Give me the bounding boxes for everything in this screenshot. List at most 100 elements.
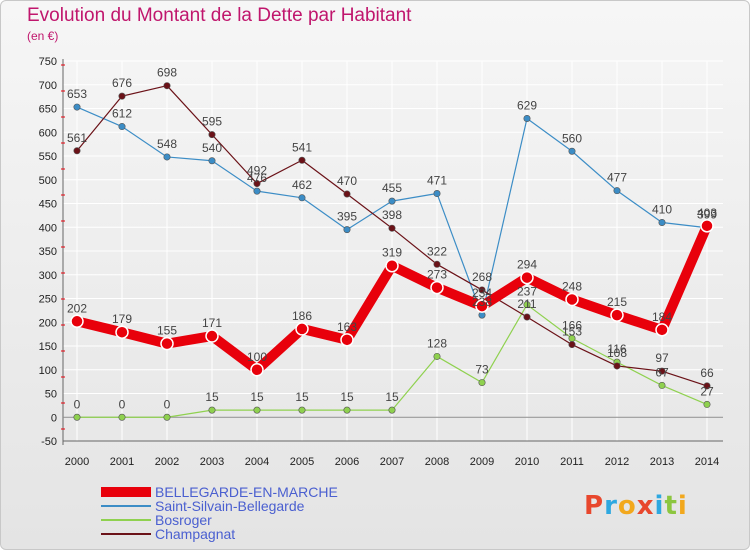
data-label: 211 — [517, 297, 536, 311]
y-tick-label: 550 — [39, 151, 57, 163]
logo-letter: i — [654, 491, 665, 521]
data-label: 410 — [652, 203, 672, 217]
data-label: 541 — [292, 140, 312, 154]
data-point — [343, 406, 351, 414]
logo-letter: P — [584, 491, 605, 521]
data-point — [208, 131, 216, 139]
legend-label: BELLEGARDE-EN-MARCHE — [155, 484, 338, 500]
x-tick-label: 2008 — [425, 456, 449, 468]
data-label: 248 — [562, 279, 582, 293]
data-point — [253, 180, 261, 188]
data-label: 612 — [112, 107, 132, 121]
data-label: 398 — [382, 208, 402, 222]
y-tick-label: 600 — [39, 127, 57, 139]
data-point — [478, 311, 486, 319]
data-point — [298, 156, 306, 164]
data-label: 163 — [337, 320, 357, 334]
data-point — [70, 314, 84, 329]
data-point — [613, 187, 621, 195]
series-lines — [70, 82, 714, 421]
data-point — [388, 197, 396, 205]
data-point — [568, 147, 576, 155]
y-tick-label: 200 — [39, 317, 57, 329]
x-tick-label: 2014 — [695, 456, 719, 468]
data-point — [430, 280, 444, 295]
data-label: 561 — [67, 131, 87, 145]
legend-swatch — [101, 533, 151, 535]
data-label: 73 — [475, 363, 489, 377]
data-label: 186 — [292, 309, 312, 323]
legend-item: Bosroger — [101, 513, 338, 527]
data-label: 15 — [340, 390, 354, 404]
data-labels: 653 612 548 540 476 462 395 455 471 238 629 560 477 4… — [67, 66, 717, 412]
y-tick-label: 500 — [39, 175, 57, 187]
data-point — [298, 406, 306, 414]
y-tick-label: 300 — [39, 270, 57, 282]
logo-letter: t — [664, 491, 678, 521]
data-label: 698 — [157, 66, 177, 80]
data-label: 540 — [202, 141, 222, 155]
data-point — [118, 92, 126, 100]
data-label: 0 — [119, 397, 126, 411]
data-point — [475, 299, 489, 313]
x-tick-label: 2003 — [200, 456, 224, 468]
data-label: 403 — [697, 206, 717, 220]
data-point — [388, 406, 396, 414]
y-tick-label: 450 — [39, 199, 57, 211]
data-point — [118, 123, 126, 131]
data-point — [73, 413, 81, 421]
data-label: 492 — [247, 164, 267, 178]
x-tick-label: 2010 — [515, 456, 539, 468]
data-point — [700, 219, 714, 233]
data-label: 476 — [247, 171, 267, 185]
data-label: 15 — [205, 390, 219, 404]
data-point — [295, 322, 309, 336]
data-label: 322 — [427, 244, 447, 258]
legend-label: Bosroger — [155, 512, 212, 528]
data-point — [613, 362, 621, 370]
data-point — [73, 103, 81, 111]
data-label: 238 — [472, 295, 492, 309]
x-tick-label: 2011 — [560, 456, 584, 468]
y-tick-label: 350 — [39, 246, 57, 258]
y-tick-label: 700 — [39, 80, 57, 92]
data-label: 171 — [202, 316, 222, 330]
data-point — [343, 226, 351, 234]
y-tick-label: 50 — [45, 389, 57, 401]
data-point — [478, 286, 486, 294]
data-label: 27 — [700, 384, 714, 398]
logo-letter: o — [617, 491, 637, 521]
data-label: 462 — [292, 178, 312, 192]
data-point — [433, 352, 441, 360]
legend-item: Champagnat — [101, 527, 338, 541]
y-tick-label: 100 — [39, 365, 57, 377]
legend-item: BELLEGARDE-EN-MARCHE — [101, 485, 338, 499]
data-point — [298, 194, 306, 202]
data-label: 108 — [607, 346, 627, 360]
y-tick-label: 400 — [39, 222, 57, 234]
x-tick-label: 2007 — [380, 456, 404, 468]
data-label: 455 — [382, 181, 402, 195]
data-label: 676 — [112, 76, 132, 90]
data-label: 0 — [164, 397, 171, 411]
data-label: 155 — [157, 324, 177, 338]
data-point — [478, 379, 486, 387]
data-label: 237 — [517, 285, 537, 299]
data-point — [523, 313, 531, 321]
data-point — [115, 325, 129, 339]
data-label: 184 — [652, 310, 672, 324]
data-point — [520, 270, 534, 285]
data-label: 97 — [655, 351, 669, 365]
y-tick-label: -50 — [41, 436, 57, 448]
data-label: 15 — [250, 390, 264, 404]
data-point — [433, 190, 441, 198]
chart-subtitle: (en €) — [27, 29, 59, 43]
data-point — [523, 301, 531, 309]
logo-letter: x — [636, 491, 655, 521]
data-point — [658, 219, 666, 227]
grid-lines — [63, 60, 723, 442]
data-point — [568, 341, 576, 349]
data-label: 15 — [385, 390, 399, 404]
axes: -500501001502002503003504004505005506006… — [39, 56, 723, 468]
